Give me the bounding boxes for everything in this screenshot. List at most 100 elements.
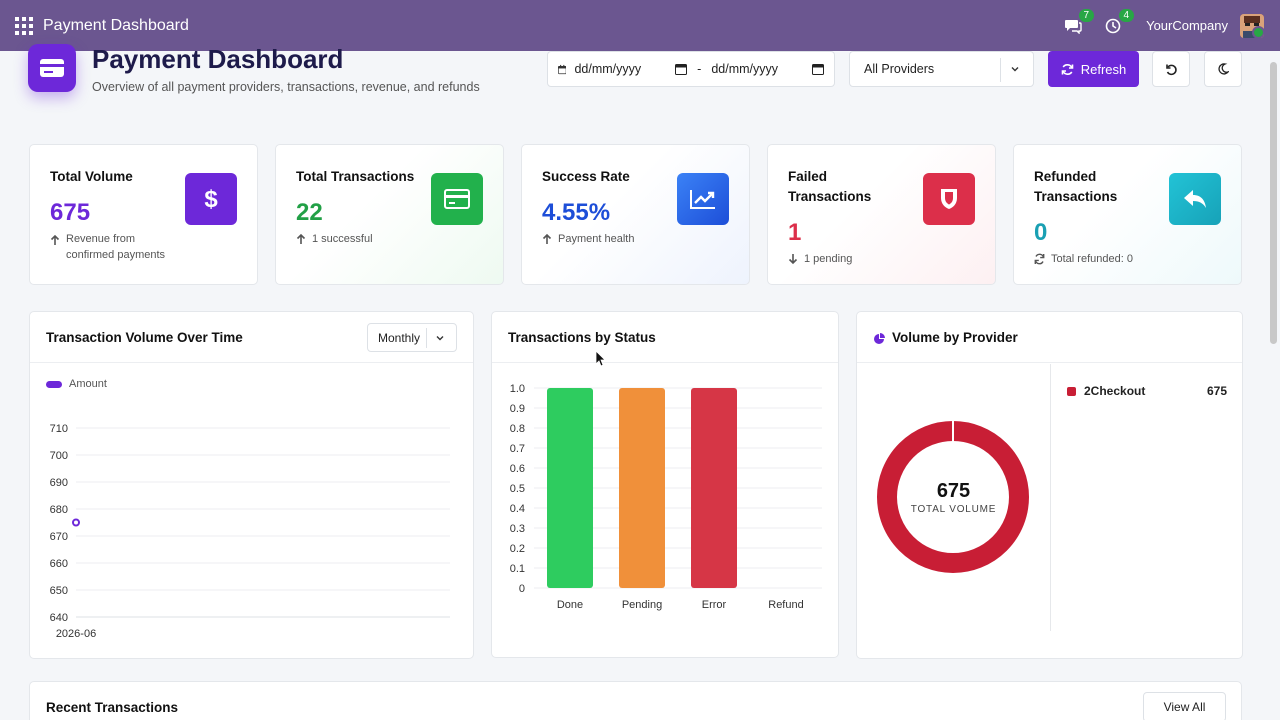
page-title: Payment Dashboard bbox=[92, 44, 344, 74]
kpi-note: Payment health bbox=[542, 231, 634, 247]
legend-provider-name: 2Checkout bbox=[1084, 384, 1146, 398]
legend-swatch bbox=[1067, 387, 1076, 396]
provider-select[interactable]: All Providers bbox=[849, 51, 1034, 87]
y-tick-label: 0.5 bbox=[510, 483, 525, 495]
y-tick-label: 0.4 bbox=[510, 503, 525, 515]
kpi-note: Revenue from confirmed payments bbox=[50, 231, 176, 263]
apps-menu-icon[interactable] bbox=[15, 16, 33, 35]
company-switcher[interactable]: YourCompany bbox=[1146, 18, 1228, 33]
mouse-cursor-icon bbox=[596, 351, 606, 367]
panel-title: Transaction Volume Over Time bbox=[46, 330, 243, 345]
refresh-button[interactable]: Refresh bbox=[1048, 51, 1139, 87]
y-tick-label: 660 bbox=[50, 558, 68, 570]
line-point bbox=[72, 518, 80, 527]
provider-donut-chart bbox=[877, 420, 1029, 573]
x-tick-label: Done bbox=[557, 599, 583, 611]
y-tick-label: 0.2 bbox=[510, 543, 525, 555]
kpi-label: Total Transactions bbox=[296, 169, 415, 184]
credit-card-icon bbox=[431, 173, 483, 225]
y-tick-label: 690 bbox=[50, 477, 68, 489]
sync-icon bbox=[1034, 253, 1045, 265]
reset-button[interactable] bbox=[1152, 51, 1190, 87]
page-subtitle: Overview of all payment providers, trans… bbox=[92, 80, 480, 94]
kpi-total-volume: Total Volume 675 Revenue from confirmed … bbox=[29, 144, 258, 285]
arrow-down-icon bbox=[788, 254, 798, 265]
x-tick-label: Refund bbox=[768, 599, 803, 611]
calendar-picker-icon[interactable] bbox=[675, 63, 688, 75]
chart-line-icon bbox=[677, 173, 729, 225]
messages-icon[interactable]: 7 bbox=[1062, 8, 1095, 37]
date-from-input[interactable]: dd/mm/yyyy bbox=[566, 62, 688, 76]
kpi-label: Refunded Transactions bbox=[1034, 169, 1118, 204]
kpi-label: Failed Transactions bbox=[788, 169, 872, 204]
y-tick-label: 0.8 bbox=[510, 423, 525, 435]
y-tick-label: 670 bbox=[50, 531, 68, 543]
date-to-input[interactable]: dd/mm/yyyy bbox=[711, 62, 824, 76]
svg-text:$: $ bbox=[204, 186, 218, 212]
date-range-filter: dd/mm/yyyy - dd/mm/yyyy bbox=[547, 51, 835, 87]
status-panel: Transactions by Status 0 0.1 0.2 0.3 0.4 0.5 0… bbox=[491, 311, 839, 658]
y-tick-label: 0.3 bbox=[510, 523, 525, 535]
refresh-icon bbox=[1061, 63, 1074, 75]
y-tick-label: 0.9 bbox=[510, 403, 525, 415]
y-tick-label: 0.1 bbox=[510, 563, 525, 575]
legend-provider-value: 675 bbox=[1206, 384, 1227, 398]
donut-center-value: 675 bbox=[936, 480, 971, 502]
provider-legend-item[interactable]: 2Checkout 675 bbox=[1067, 384, 1227, 400]
legend-swatch[interactable] bbox=[46, 381, 62, 388]
app-title[interactable]: Payment Dashboard bbox=[43, 16, 189, 34]
kpi-value: 675 bbox=[50, 199, 91, 226]
arrow-up-icon bbox=[50, 234, 60, 245]
y-tick-label: 0.6 bbox=[510, 463, 525, 475]
user-avatar[interactable] bbox=[1240, 13, 1264, 38]
kpi-value: 1 bbox=[788, 219, 802, 246]
dark-mode-button[interactable] bbox=[1204, 51, 1242, 87]
chevron-down-icon bbox=[1011, 67, 1019, 72]
arrow-up-icon bbox=[542, 233, 552, 244]
dollar-icon: $ bbox=[185, 173, 237, 225]
status-bar-chart: 0 0.1 0.2 0.3 0.4 0.5 0.6 0.7 0.8 0.9 1.0 Done Pendi… bbox=[510, 383, 822, 611]
y-tick-label: 680 bbox=[50, 504, 68, 516]
messages-badge: 7 bbox=[1078, 8, 1095, 22]
kpi-value: 4.55% bbox=[542, 199, 611, 226]
recent-transactions-panel: Recent Transactions View All bbox=[29, 681, 1242, 720]
kpi-total-transactions: Total Transactions 22 1 successful bbox=[275, 144, 504, 285]
y-tick-label: 700 bbox=[50, 450, 68, 462]
bar-error bbox=[691, 388, 737, 588]
panel-title: Transactions by Status bbox=[508, 330, 656, 345]
donut-center-label: TOTAL VOLUME bbox=[910, 504, 997, 515]
kpi-value: 0 bbox=[1034, 219, 1048, 246]
period-select[interactable]: Monthly bbox=[367, 323, 457, 352]
y-tick-label: 1.0 bbox=[510, 383, 525, 395]
undo-icon bbox=[1165, 64, 1177, 75]
y-tick-label: 640 bbox=[50, 612, 68, 624]
provider-select-value: All Providers bbox=[864, 62, 935, 76]
bar-pending bbox=[619, 388, 665, 588]
calendar-picker-icon[interactable] bbox=[812, 63, 824, 75]
top-navbar: Payment Dashboard 7 4 YourCompany bbox=[0, 0, 1280, 51]
y-tick-label: 0 bbox=[519, 583, 525, 595]
view-all-button[interactable]: View All bbox=[1143, 692, 1226, 720]
dashboard-card-icon bbox=[28, 44, 76, 92]
bar-done bbox=[547, 388, 593, 588]
legend-label[interactable]: Amount bbox=[69, 378, 107, 390]
volume-line-chart: 640 650 660 670 680 690 700 710 2026-06 bbox=[50, 423, 450, 640]
arrow-up-icon bbox=[296, 233, 306, 244]
x-tick-label: Error bbox=[702, 599, 727, 611]
y-tick-label: 650 bbox=[50, 585, 68, 597]
kpi-label: Total Volume bbox=[50, 169, 133, 184]
kpi-label: Success Rate bbox=[542, 169, 630, 184]
x-tick-label: 2026-06 bbox=[56, 628, 96, 640]
y-tick-label: 710 bbox=[50, 423, 68, 435]
kpi-note: 1 pending bbox=[788, 251, 852, 267]
scrollbar[interactable] bbox=[1270, 62, 1277, 344]
kpi-refunded-transactions: Refunded Transactions 0 Total refunded: … bbox=[1013, 144, 1242, 285]
kpi-success-rate: Success Rate 4.55% Payment health bbox=[521, 144, 750, 285]
activities-icon[interactable]: 4 bbox=[1102, 8, 1135, 37]
kpi-note: 1 successful bbox=[296, 231, 373, 247]
pie-chart-icon bbox=[874, 333, 885, 344]
kpi-note: Total refunded: 0 bbox=[1034, 251, 1133, 267]
donut-area: 675 TOTAL VOLUME bbox=[857, 312, 1050, 660]
activities-badge: 4 bbox=[1118, 8, 1135, 22]
y-tick-label: 0.7 bbox=[510, 443, 525, 455]
